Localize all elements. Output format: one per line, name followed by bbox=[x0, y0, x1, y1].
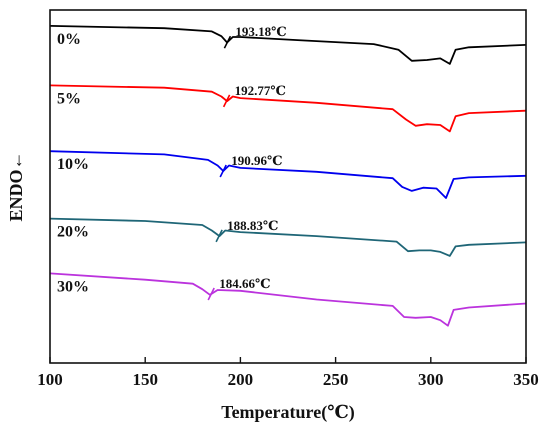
x-axis-ticks: 100 150 200 250 300 350 bbox=[37, 357, 539, 389]
tg-value-label: 184.66℃ bbox=[219, 276, 270, 291]
series-name-label: 5% bbox=[57, 90, 81, 107]
x-axis-title: Temperature(℃) bbox=[221, 402, 355, 423]
series-name-label: 30% bbox=[57, 278, 89, 295]
tg-value-label: 193.18℃ bbox=[235, 24, 286, 39]
series-line-2 bbox=[49, 150, 527, 199]
series-labels: 0% 193.18℃ 5% 192.77℃ 10% 190.96℃ 20% 188.83℃ 30… bbox=[57, 24, 287, 295]
tg-marker bbox=[222, 94, 231, 108]
x-tick-label: 150 bbox=[132, 370, 158, 389]
x-tick-label: 350 bbox=[513, 370, 539, 389]
x-tick-label: 250 bbox=[323, 370, 349, 389]
x-tick-label: 200 bbox=[228, 370, 254, 389]
x-tick-label: 300 bbox=[418, 370, 444, 389]
series-line-3 bbox=[49, 217, 527, 257]
tg-value-label: 192.77℃ bbox=[235, 83, 286, 98]
plot-frame bbox=[49, 9, 527, 364]
tg-value-label: 188.83℃ bbox=[227, 218, 278, 233]
tg-marker bbox=[219, 164, 227, 178]
tg-marker bbox=[223, 35, 232, 49]
series-name-label: 10% bbox=[57, 156, 89, 173]
series-name-label: 20% bbox=[57, 224, 89, 241]
series-line-0 bbox=[49, 25, 527, 65]
tg-value-label: 190.96℃ bbox=[231, 153, 282, 168]
x-tick-label: 100 bbox=[37, 370, 63, 389]
plot-lines bbox=[49, 25, 527, 327]
y-axis-title: ENDO← bbox=[6, 151, 26, 221]
series-line-1 bbox=[49, 84, 527, 133]
tg-marker bbox=[215, 229, 223, 243]
series-line-4 bbox=[49, 272, 527, 327]
series-name-label: 0% bbox=[57, 31, 81, 48]
tg-marker bbox=[207, 287, 215, 301]
